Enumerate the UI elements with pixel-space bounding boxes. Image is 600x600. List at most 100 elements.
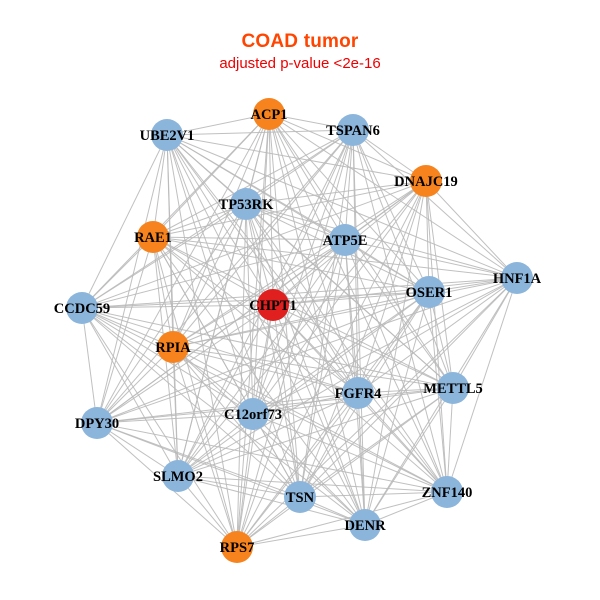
edge-HNF1A-DPY30 <box>96 277 518 424</box>
edge-DNAJC19-DENR <box>364 180 427 526</box>
edge-TP53RK-C12orf73 <box>245 203 254 415</box>
edge-UBE2V1-OSER1 <box>166 134 430 293</box>
edge-C12orf73-DPY30 <box>96 413 254 424</box>
node-ACP1 <box>253 98 285 130</box>
edge-TP53RK-RAE1 <box>152 203 247 238</box>
edge-DNAJC19-TSN <box>299 180 427 498</box>
node-DENR <box>349 509 381 541</box>
edge-FGFR4-SLMO2 <box>177 392 359 477</box>
node-METTL5 <box>437 372 469 404</box>
edge-TSPAN6-METTL5 <box>352 129 454 389</box>
edge-HNF1A-FGFR4 <box>357 277 518 394</box>
node-DPY30 <box>81 407 113 439</box>
edge-ACP1-ATP5E <box>268 113 346 241</box>
edge-ACP1-UBE2V1 <box>166 113 270 136</box>
node-TSN <box>284 481 316 513</box>
edge-DENR-RPS7 <box>236 524 366 548</box>
edge-CHPT1-METTL5 <box>272 304 454 389</box>
edge-UBE2V1-CCDC59 <box>81 134 168 309</box>
edge-RPIA-RPS7 <box>172 346 238 548</box>
edge-RAE1-HNF1A <box>152 236 518 279</box>
edge-ACP1-CHPT1 <box>268 113 274 306</box>
node-DNAJC19 <box>410 165 442 197</box>
edge-UBE2V1-TSPAN6 <box>166 129 354 136</box>
edge-TSPAN6-DPY30 <box>96 129 354 424</box>
edge-RPIA-DPY30 <box>96 346 174 424</box>
node-label-ACP1: ACP1 <box>250 107 287 123</box>
edge-CCDC59-RPS7 <box>81 307 238 548</box>
edge-RPIA-TSN <box>172 346 301 498</box>
edge-DNAJC19-RPIA <box>172 180 427 348</box>
edge-TP53RK-ATP5E <box>245 203 346 241</box>
node-label-RPIA: RPIA <box>155 340 191 356</box>
edge-ACP1-DNAJC19 <box>268 113 427 182</box>
node-RPS7 <box>221 531 253 563</box>
edge-TSPAN6-ATP5E <box>344 129 354 241</box>
edge-CCDC59-FGFR4 <box>81 307 359 394</box>
edge-CCDC59-METTL5 <box>81 307 454 389</box>
edge-RAE1-RPIA <box>152 236 174 348</box>
edge-DNAJC19-CCDC59 <box>81 180 427 309</box>
edge-SLMO2-ZNF140 <box>177 475 448 493</box>
edge-METTL5-DENR <box>364 387 454 526</box>
edge-UBE2V1-DPY30 <box>96 134 168 424</box>
edge-ATP5E-OSER1 <box>344 239 430 293</box>
edge-ZNF140-RPS7 <box>236 491 448 548</box>
edge-HNF1A-CCDC59 <box>81 277 518 309</box>
edge-FGFR4-ZNF140 <box>357 392 448 493</box>
node-HNF1A <box>501 262 533 294</box>
node-SLMO2 <box>162 460 194 492</box>
edge-OSER1-RPIA <box>172 291 430 348</box>
node-label-UBE2V1: UBE2V1 <box>140 128 195 144</box>
node-C12orf73 <box>237 398 269 430</box>
edge-HNF1A-C12orf73 <box>252 277 518 415</box>
edge-ACP1-HNF1A <box>268 113 518 279</box>
node-label-METTL5: METTL5 <box>423 381 483 397</box>
edge-HNF1A-METTL5 <box>452 277 518 389</box>
edge-ATP5E-C12orf73 <box>252 239 346 415</box>
edge-METTL5-DPY30 <box>96 387 454 424</box>
edge-OSER1-CHPT1 <box>272 291 430 306</box>
edge-UBE2V1-DNAJC19 <box>166 134 427 182</box>
edge-C12orf73-SLMO2 <box>177 413 254 477</box>
node-label-CHPT1: CHPT1 <box>249 298 297 314</box>
node-TP53RK <box>230 188 262 220</box>
edges-layer <box>81 113 518 548</box>
edge-HNF1A-RPIA <box>172 277 518 348</box>
edge-RPIA-C12orf73 <box>172 346 254 415</box>
node-ATP5E <box>329 224 361 256</box>
node-label-SLMO2: SLMO2 <box>153 469 203 485</box>
edge-OSER1-CCDC59 <box>81 291 430 309</box>
edge-FGFR4-C12orf73 <box>252 392 359 415</box>
edge-TSPAN6-CHPT1 <box>272 129 354 306</box>
edge-DPY30-TSN <box>96 422 301 498</box>
edge-RAE1-METTL5 <box>152 236 454 389</box>
edge-METTL5-RPS7 <box>236 387 454 548</box>
edge-RAE1-ATP5E <box>152 236 346 241</box>
edge-C12orf73-ZNF140 <box>252 413 448 493</box>
edge-TP53RK-FGFR4 <box>245 203 359 394</box>
edge-OSER1-DENR <box>364 291 430 526</box>
edge-ATP5E-DPY30 <box>96 239 346 424</box>
edge-HNF1A-SLMO2 <box>177 277 518 477</box>
edge-CHPT1-DENR <box>272 304 366 526</box>
edge-TP53RK-ZNF140 <box>245 203 448 493</box>
edge-RPIA-FGFR4 <box>172 346 359 394</box>
edge-TP53RK-TSN <box>245 203 301 498</box>
edge-UBE2V1-RAE1 <box>152 134 168 238</box>
edge-CHPT1-CCDC59 <box>81 304 274 309</box>
edge-FGFR4-RPS7 <box>236 392 359 548</box>
node-label-DNAJC19: DNAJC19 <box>394 174 458 190</box>
edge-CCDC59-ZNF140 <box>81 307 448 493</box>
edge-UBE2V1-ZNF140 <box>166 134 448 493</box>
node-label-ATP5E: ATP5E <box>323 233 368 249</box>
edge-ATP5E-HNF1A <box>344 239 518 279</box>
edge-OSER1-SLMO2 <box>177 291 430 477</box>
edge-METTL5-ZNF140 <box>446 387 454 493</box>
node-CHPT1 <box>257 289 289 321</box>
node-RAE1 <box>137 221 169 253</box>
node-label-CCDC59: CCDC59 <box>54 301 110 317</box>
edge-TP53RK-HNF1A <box>245 203 518 279</box>
node-label-TP53RK: TP53RK <box>219 197 275 213</box>
node-label-RAE1: RAE1 <box>134 230 172 246</box>
